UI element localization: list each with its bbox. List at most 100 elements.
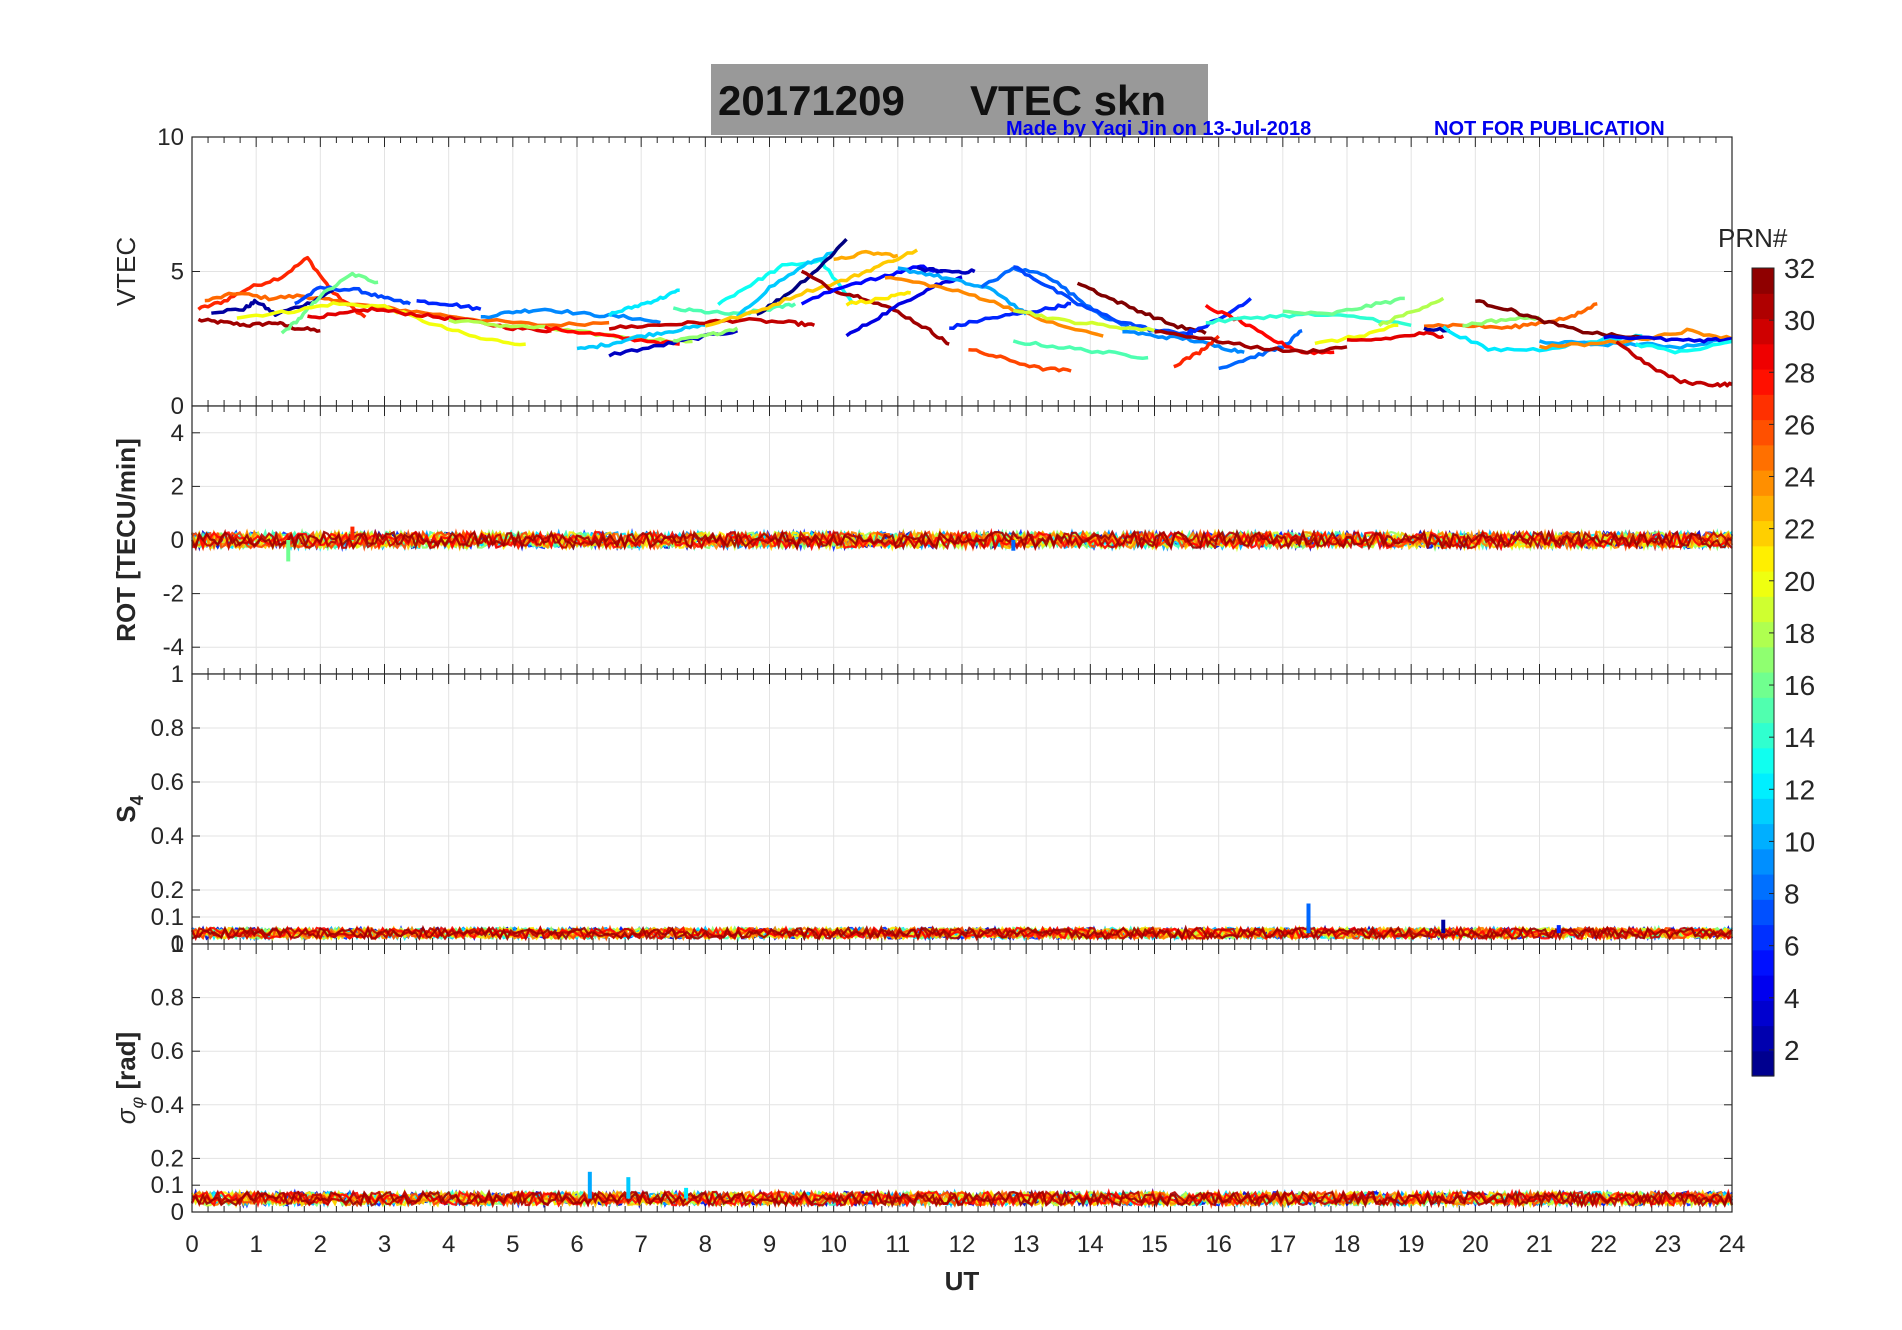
series-line-prn-15 bbox=[672, 302, 797, 316]
colorbar-frame bbox=[1751, 267, 1775, 1077]
series-line-prn-27 bbox=[197, 255, 367, 319]
colorbar-tick-label: 14 bbox=[1784, 722, 1815, 753]
y-axis-label-s4: S4 bbox=[111, 795, 147, 822]
colorbar-segment bbox=[1752, 394, 1774, 421]
colorbar-segment bbox=[1752, 621, 1774, 648]
noise-trace-prn-31 bbox=[191, 1188, 1734, 1209]
colorbar-segment bbox=[1752, 924, 1774, 951]
y-tick-label: 0.2 bbox=[151, 877, 184, 904]
colorbar-segment bbox=[1752, 823, 1774, 850]
colorbar-segment bbox=[1752, 318, 1774, 345]
x-tick-label: 0 bbox=[185, 1231, 198, 1258]
colorbar-segment bbox=[1752, 293, 1774, 320]
colorbar-tick-label: 22 bbox=[1784, 514, 1815, 545]
colorbar-tick-label: 26 bbox=[1784, 409, 1815, 440]
series-line-prn-24 bbox=[1539, 327, 1733, 350]
colorbar-segment bbox=[1752, 470, 1774, 496]
colorbar-segment bbox=[1752, 848, 1774, 875]
colorbar-segment bbox=[1752, 444, 1774, 471]
colorbar-label: PRN# bbox=[1718, 223, 1788, 253]
y-tick-label: 0.1 bbox=[151, 1172, 184, 1199]
title-date: 20171209 bbox=[718, 77, 905, 124]
series-line-prn-23 bbox=[833, 249, 899, 262]
series-line-prn-17 bbox=[1462, 315, 1541, 328]
series-line-prn-12 bbox=[607, 288, 680, 318]
y-axis-label-subscript: 4 bbox=[127, 795, 147, 805]
y-tick-label: 0.8 bbox=[151, 715, 184, 742]
panel-vtec: 0 5 10 VTEC bbox=[111, 124, 1733, 420]
y-axis-label-sigma_phi: σφ [rad] bbox=[111, 1032, 147, 1124]
x-tick-label: 1 bbox=[249, 1231, 262, 1258]
noise-trace-prn-26 bbox=[191, 1188, 1733, 1210]
colorbar-tick-label: 30 bbox=[1784, 305, 1815, 336]
colorbar-segment bbox=[1752, 419, 1774, 446]
series-line-prn-19 bbox=[1012, 308, 1156, 333]
x-tick-labels: 0 1 2 3 4 5 6 7 8 9 10 11 12 13 14 15 16 17 18 19 20 21 22 23 24 bbox=[185, 1231, 1745, 1258]
colorbar-tick-label: 10 bbox=[1784, 826, 1815, 857]
series-line-prn-6 bbox=[416, 299, 482, 312]
panel-rot: -4 -2 0 2 4 ROT [TECU/min] bbox=[111, 405, 1734, 675]
y-tick-label: 2 bbox=[171, 473, 184, 500]
series-line-prn-20 bbox=[1314, 323, 1399, 346]
series-line-prn-7 bbox=[294, 285, 411, 306]
vertical-gridlines bbox=[191, 674, 1733, 944]
y-tick-label: 0.1 bbox=[151, 904, 184, 931]
y-tick-label: 0.6 bbox=[151, 769, 184, 796]
colorbar-segment bbox=[1752, 773, 1774, 799]
x-tick-label: 12 bbox=[949, 1231, 976, 1258]
y-tick-label: 0 bbox=[171, 1199, 184, 1226]
x-axis-label: UT bbox=[945, 1266, 980, 1296]
y-axis-label-phi: φ bbox=[127, 1097, 147, 1109]
colorbar-segment bbox=[1752, 1025, 1774, 1052]
x-tick-label: 16 bbox=[1205, 1231, 1232, 1258]
x-tick-label: 2 bbox=[314, 1231, 327, 1258]
colorbar-segment bbox=[1752, 495, 1774, 522]
y-tick-label: 1 bbox=[171, 931, 184, 958]
colorbar-segment bbox=[1752, 596, 1774, 623]
colorbar-segment bbox=[1752, 747, 1774, 774]
series-line-prn-10 bbox=[897, 266, 1028, 316]
series-line-prn-12 bbox=[1442, 325, 1643, 353]
series-line-prn-4 bbox=[845, 275, 963, 338]
x-tick-label: 8 bbox=[699, 1231, 712, 1258]
y-tick-label: -2 bbox=[163, 581, 184, 608]
colorbar-tick-label: 2 bbox=[1784, 1035, 1800, 1066]
colorbar-tick-label: 18 bbox=[1784, 618, 1815, 649]
colorbar-tick-label: 4 bbox=[1784, 983, 1800, 1014]
series-line-prn-20 bbox=[236, 301, 526, 347]
colorbar-segment bbox=[1752, 268, 1774, 294]
series-line-prn-24 bbox=[884, 275, 1104, 338]
colorbar-segment bbox=[1752, 1050, 1774, 1077]
y-tick-label: 0.4 bbox=[151, 823, 184, 850]
y-axis-label-rot: ROT [TECU/min] bbox=[111, 438, 141, 642]
series-line-prn-21 bbox=[845, 290, 912, 307]
colorbar-segment bbox=[1752, 722, 1774, 749]
series-group bbox=[197, 238, 1733, 388]
series-line-prn-17 bbox=[673, 326, 739, 343]
series-line-prn-16 bbox=[280, 271, 379, 335]
panel-s4: 00.10.2 0.4 0.6 0.8 1 S4 bbox=[111, 661, 1734, 958]
title-label: VTEC skn bbox=[970, 77, 1166, 124]
y-tick-label: 0.4 bbox=[151, 1092, 184, 1119]
series-line-prn-25 bbox=[1423, 302, 1598, 330]
colorbar-segment bbox=[1752, 343, 1774, 370]
colorbar-segment bbox=[1752, 949, 1774, 976]
credit-author: Made by Yaqi Jin on 13-Jul-2018 bbox=[1006, 118, 1311, 140]
colorbar-segment bbox=[1752, 571, 1774, 597]
y-tick-label: 0.6 bbox=[151, 1038, 184, 1065]
colorbar-segment bbox=[1752, 874, 1774, 900]
x-tick-label: 20 bbox=[1462, 1231, 1489, 1258]
y-tick-label: 0.2 bbox=[151, 1145, 184, 1172]
noise-trace-prn-31 bbox=[191, 529, 1733, 552]
x-tick-label: 18 bbox=[1334, 1231, 1361, 1258]
colorbar-segment bbox=[1752, 520, 1774, 547]
y-axis-label-unit: [rad] bbox=[111, 1032, 141, 1097]
colorbar-tick-label: 24 bbox=[1784, 462, 1815, 493]
colorbar-segment bbox=[1752, 545, 1774, 572]
colorbar-tick-label: 12 bbox=[1784, 774, 1815, 805]
x-tick-label: 14 bbox=[1077, 1231, 1104, 1258]
y-axis-label-vtec: VTEC bbox=[111, 237, 141, 306]
colorbar-tick-label: 6 bbox=[1784, 931, 1800, 962]
x-tick-label: 4 bbox=[442, 1231, 455, 1258]
